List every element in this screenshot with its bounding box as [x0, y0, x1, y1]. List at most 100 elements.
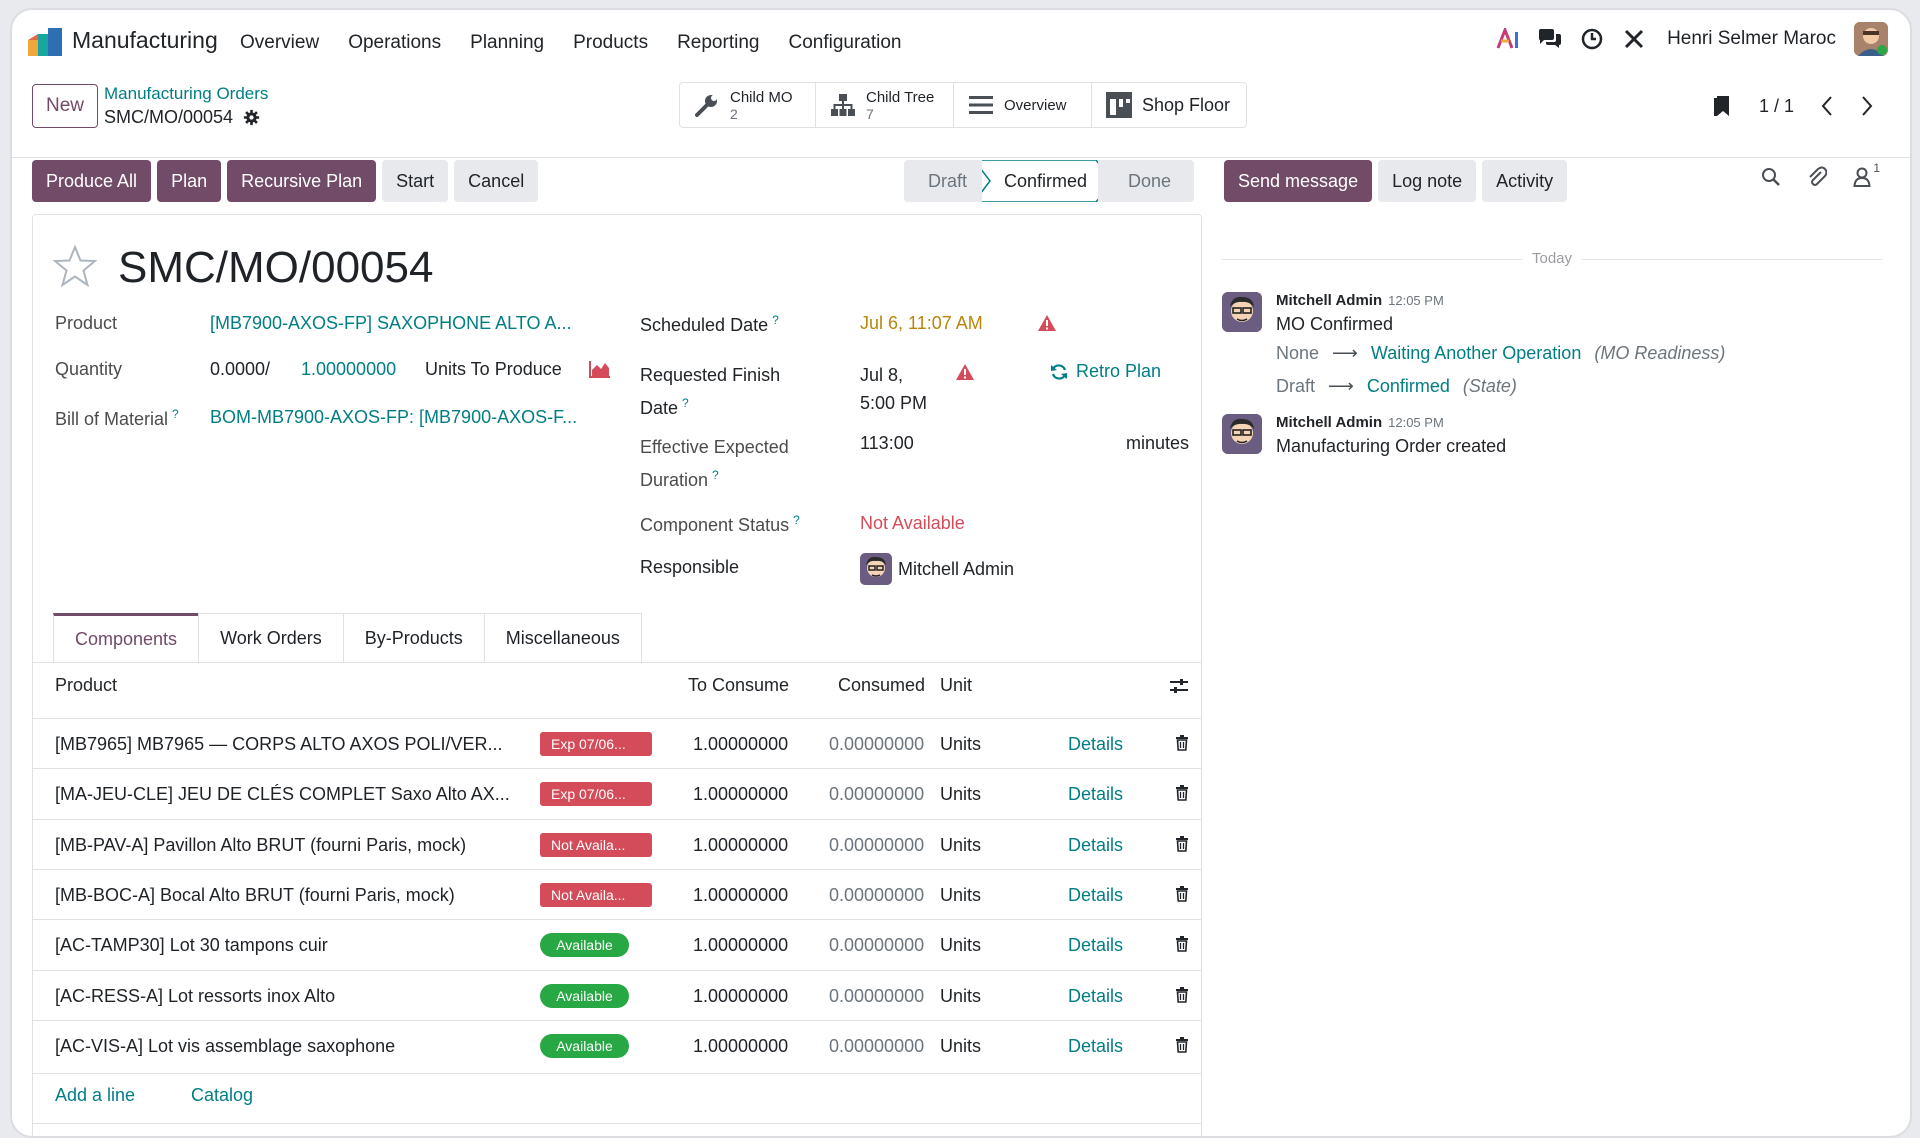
- row-details-link[interactable]: Details: [1068, 985, 1124, 1006]
- trash-icon[interactable]: [1175, 835, 1189, 857]
- trash-icon[interactable]: [1175, 735, 1189, 756]
- row-product[interactable]: [AC-VIS-A] Lot vis assemblage saxophone: [55, 1035, 396, 1056]
- avatar[interactable]: [1222, 292, 1262, 332]
- product-field[interactable]: [MB7900-AXOS-FP] SAXOPHONE ALTO A...: [210, 313, 572, 333]
- row-to-consume[interactable]: 1.00000000: [693, 784, 789, 805]
- trash-icon[interactable]: [1175, 986, 1189, 1008]
- message-author[interactable]: Mitchell Admin 12:05 PM: [1276, 292, 1444, 309]
- row-details-link[interactable]: Details: [1068, 784, 1124, 805]
- breadcrumb-parent-link[interactable]: Manufacturing Orders: [104, 84, 269, 103]
- row-consumed[interactable]: 0.00000000: [829, 834, 925, 855]
- status-done[interactable]: Done: [1098, 160, 1194, 202]
- status-confirmed[interactable]: Confirmed: [1004, 171, 1088, 191]
- row-product[interactable]: [AC-RESS-A] Lot ressorts inox Alto: [55, 985, 336, 1006]
- retro-plan-button[interactable]: Retro Plan: [1050, 361, 1161, 382]
- trash-icon[interactable]: [1175, 785, 1189, 806]
- help-mark[interactable]: ?: [712, 468, 719, 482]
- menu-planning[interactable]: Planning: [470, 32, 545, 53]
- row-product[interactable]: [AC-TAMP30] Lot 30 tampons cuir: [55, 935, 328, 956]
- start-button[interactable]: Start: [382, 160, 449, 202]
- table-row[interactable]: [AC-RESS-A] Lot ressorts inox Alto Availa…: [33, 969, 1201, 1020]
- trash-icon[interactable]: [1175, 936, 1189, 957]
- message-author[interactable]: Mitchell Admin 12:05 PM: [1276, 414, 1444, 431]
- menu-reporting[interactable]: Reporting: [677, 32, 760, 53]
- menu-products[interactable]: Products: [573, 32, 649, 53]
- column-header-to-consume[interactable]: To Consume: [688, 675, 790, 695]
- responsible-field[interactable]: Mitchell Admin: [860, 553, 1014, 585]
- star-icon[interactable]: [53, 245, 97, 287]
- manufacturing-app-icon[interactable]: [28, 28, 62, 56]
- messaging-icon[interactable]: [1535, 24, 1565, 54]
- table-row[interactable]: [AC-TAMP30] Lot 30 tampons cuir Available…: [33, 919, 1201, 969]
- status-draft[interactable]: Draft: [904, 160, 982, 202]
- gear-icon[interactable]: [243, 109, 260, 126]
- pager-value[interactable]: 1 / 1: [1758, 95, 1794, 116]
- tab-work-orders[interactable]: Work Orders: [198, 613, 344, 663]
- row-product[interactable]: [MB-PAV-A] Pavillon Alto BRUT (fourni Pa…: [55, 834, 467, 855]
- row-product[interactable]: [MA-JEU-CLE] JEU DE CLÉS COMPLET Saxo Al…: [55, 784, 510, 805]
- avatar[interactable]: [1222, 414, 1262, 454]
- overview-button[interactable]: Overview: [954, 83, 1092, 127]
- record-title[interactable]: SMC/MO/00054: [118, 243, 434, 292]
- column-header-consumed[interactable]: Consumed: [838, 675, 926, 695]
- column-header-product[interactable]: Product: [55, 675, 118, 695]
- user-name[interactable]: Henri Selmer Maroc: [1667, 28, 1836, 49]
- help-mark[interactable]: ?: [793, 513, 800, 527]
- row-consumed[interactable]: 0.00000000: [829, 985, 925, 1006]
- quantity-produced-field[interactable]: 0.0000/: [210, 359, 271, 379]
- table-row[interactable]: [AC-VIS-A] Lot vis assemblage saxophone A…: [33, 1019, 1201, 1070]
- table-row[interactable]: [MB-PAV-A] Pavillon Alto BRUT (fourni Pa…: [33, 818, 1201, 869]
- area-chart-icon[interactable]: [589, 360, 611, 378]
- cancel-button[interactable]: Cancel: [454, 160, 539, 202]
- row-details-link[interactable]: Details: [1068, 734, 1124, 754]
- menu-overview[interactable]: Overview: [240, 32, 320, 53]
- help-mark[interactable]: ?: [772, 313, 779, 327]
- chevron-right-icon[interactable]: [1860, 95, 1874, 117]
- row-details-link[interactable]: Details: [1068, 834, 1124, 855]
- row-details-link[interactable]: Details: [1068, 1035, 1124, 1056]
- row-consumed[interactable]: 0.00000000: [829, 734, 925, 754]
- paperclip-icon[interactable]: [1807, 166, 1828, 188]
- row-details-link[interactable]: Details: [1068, 935, 1124, 956]
- tab-components[interactable]: Components: [53, 613, 200, 663]
- row-to-consume[interactable]: 1.00000000: [693, 834, 789, 855]
- row-to-consume[interactable]: 1.00000000: [693, 734, 789, 754]
- column-header-unit[interactable]: Unit: [940, 675, 973, 695]
- help-mark[interactable]: ?: [682, 396, 689, 410]
- tab-by-products[interactable]: By-Products: [342, 613, 485, 663]
- trash-icon[interactable]: [1175, 885, 1189, 907]
- table-row[interactable]: [MB7965] MB7965 — CORPS ALTO AXOS POLI/V…: [33, 718, 1201, 768]
- quantity-total-field[interactable]: 1.00000000: [301, 359, 397, 379]
- table-row[interactable]: [MA-JEU-CLE] JEU DE CLÉS COMPLET Saxo Al…: [33, 768, 1201, 818]
- produce-all-button[interactable]: Produce All: [32, 160, 152, 202]
- child-mo-button[interactable]: Child MO 2: [680, 83, 816, 127]
- menu-operations[interactable]: Operations: [348, 32, 442, 53]
- help-mark[interactable]: ?: [172, 407, 179, 421]
- row-details-link[interactable]: Details: [1068, 884, 1124, 905]
- child-tree-button[interactable]: Child Tree 7: [816, 83, 954, 127]
- bom-field[interactable]: BOM-MB7900-AXOS-FP: [MB7900-AXOS-F...: [210, 407, 578, 427]
- activity-button[interactable]: Activity: [1482, 160, 1568, 202]
- row-consumed[interactable]: 0.00000000: [829, 884, 925, 905]
- shop-floor-button[interactable]: Shop Floor: [1092, 83, 1246, 127]
- table-row[interactable]: [MB-BOC-A] Bocal Alto BRUT (fourni Paris…: [33, 868, 1201, 919]
- recursive-plan-button[interactable]: Recursive Plan: [227, 160, 377, 202]
- row-to-consume[interactable]: 1.00000000: [693, 985, 789, 1006]
- row-product[interactable]: [MB-BOC-A] Bocal Alto BRUT (fourni Paris…: [55, 884, 455, 905]
- tools-icon[interactable]: [1619, 24, 1649, 54]
- optional-columns-icon[interactable]: [1169, 677, 1189, 695]
- ai-icon[interactable]: [1493, 24, 1523, 54]
- row-consumed[interactable]: 0.00000000: [829, 1035, 925, 1056]
- row-product[interactable]: [MB7965] MB7965 — CORPS ALTO AXOS POLI/V…: [55, 734, 503, 754]
- add-line-link[interactable]: Add a line: [55, 1085, 136, 1105]
- row-consumed[interactable]: 0.00000000: [829, 935, 925, 956]
- send-message-button[interactable]: Send message: [1224, 160, 1373, 202]
- chevron-left-icon[interactable]: [1820, 95, 1834, 117]
- catalog-link[interactable]: Catalog: [191, 1085, 254, 1105]
- row-to-consume[interactable]: 1.00000000: [693, 884, 789, 905]
- plan-button[interactable]: Plan: [157, 160, 222, 202]
- trash-icon[interactable]: [1175, 1036, 1189, 1058]
- search-icon[interactable]: [1761, 167, 1781, 187]
- log-note-button[interactable]: Log note: [1378, 160, 1477, 202]
- activity-clock-icon[interactable]: [1577, 24, 1607, 54]
